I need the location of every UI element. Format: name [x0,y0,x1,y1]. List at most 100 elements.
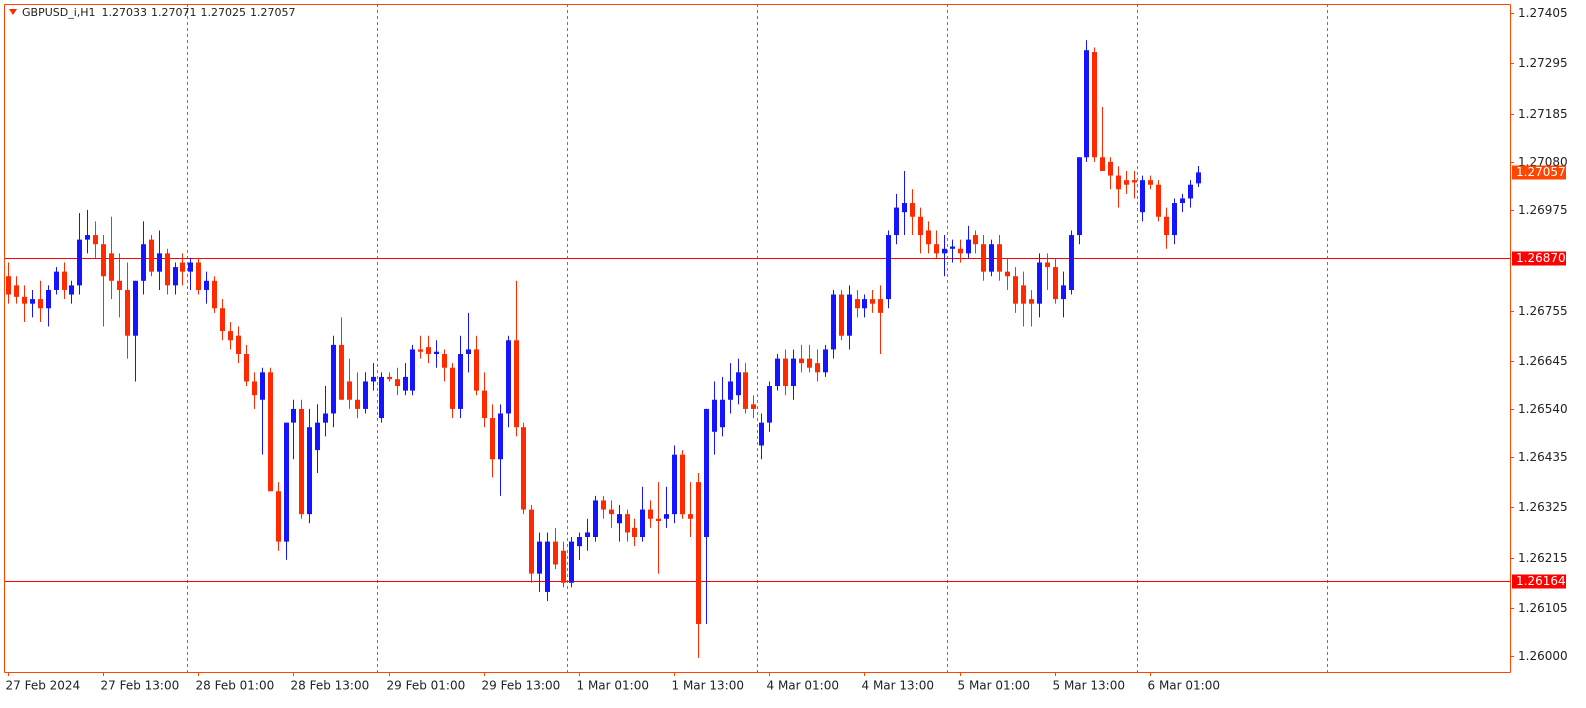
close-value: 1.27057 [250,6,296,19]
candle-body [775,358,780,387]
price-tag-label: 1.26870 [1516,251,1566,265]
y-tick-label: 1.26105 [1518,601,1568,615]
price-tag-label: 1.26164 [1516,574,1566,588]
y-tick-label: 1.26000 [1518,649,1568,663]
candle-body [1140,180,1145,213]
candle-body [1005,271,1010,277]
x-tick-label: 5 Mar 13:00 [1053,679,1126,693]
candle-body [339,344,344,400]
candle-body [331,344,336,414]
candle-body [363,381,368,409]
candle-body [981,244,986,272]
candle-body [973,235,978,245]
candle-body [1156,184,1161,217]
plot-area [4,40,1510,658]
candle-body [387,376,392,380]
candle-body [1069,235,1074,290]
y-tick-label: 1.27405 [1518,6,1568,20]
candle-body [1124,180,1129,185]
candle-body [236,335,241,355]
candle-body [14,285,19,297]
candle-body [759,422,764,446]
candle-body [30,299,35,304]
x-tick-label: 4 Mar 01:00 [767,679,840,693]
candle-body [815,363,820,373]
candle-body [188,262,193,272]
candle-body [85,235,90,240]
candle-body [672,454,677,515]
candle-body [609,509,614,515]
candle-body [307,427,312,515]
candle-body [862,299,867,309]
candle-body [418,349,423,352]
candle-body [1077,157,1082,236]
menu-triangle[interactable] [9,9,17,15]
current-price-label: 1.27057 [1516,165,1566,179]
candle-body [1092,52,1097,158]
candle-body [1164,216,1169,236]
candle-body [474,349,479,391]
axes: 1.274051.272951.271851.270801.269751.267… [6,6,1568,693]
candle-body [918,216,923,236]
candle-body [736,372,741,396]
candle-body [839,294,844,336]
candle-body [466,349,471,355]
chart-header: GBPUSD_i,H1 1.27033 1.27071 1.27025 1.27057 [22,6,296,19]
candle-body [569,541,574,583]
candle-body [601,500,606,510]
candle-body [1180,198,1185,204]
candle-body [252,381,257,396]
candle-body [196,262,201,290]
candle-body [704,408,709,538]
candle-body [323,413,328,423]
candle-body [886,235,891,300]
candle-body [125,289,130,336]
candle-body [743,372,748,409]
price-tag [1512,574,1566,589]
x-tick-label: 28 Feb 13:00 [291,679,370,693]
candle-body [958,248,963,254]
candle-body [498,413,503,460]
candle-body [93,235,98,245]
candle-body [482,390,487,419]
y-tick-label: 1.26435 [1518,450,1568,464]
candle-body [751,404,756,409]
candle-body [212,280,217,309]
candle-body [529,509,534,574]
candle-body [1116,175,1121,190]
candle-body [617,514,622,524]
x-tick-label: 29 Feb 01:00 [387,679,466,693]
candle-body [577,537,582,547]
candle-body [1045,262,1050,268]
candle-body [291,408,296,423]
x-tick-label: 27 Feb 2024 [6,679,81,693]
candle-body [109,253,114,281]
candle-body [553,541,558,565]
candle-body [299,408,304,515]
candle-body [260,372,265,400]
candle-body [767,386,772,423]
y-tick-label: 1.27185 [1518,107,1568,121]
candle-body [831,294,836,350]
candle-body [1084,50,1089,158]
candle-body [157,253,162,272]
candle-body [680,454,685,515]
candle-body [506,340,511,414]
candle-body [640,509,645,538]
candle-body [799,358,804,364]
y-tick-label: 1.26540 [1518,402,1568,416]
x-tick-label: 4 Mar 13:00 [862,679,935,693]
candle-body [284,422,289,542]
candle-body [1061,285,1066,300]
candle-body [6,276,11,295]
candle-body [442,354,447,368]
candle-body [926,230,931,245]
candle-body [490,418,495,460]
candle-body [133,280,138,336]
candle-body [1037,262,1042,304]
high-value: 1.27071 [151,6,197,19]
candle-body [276,491,281,542]
x-tick-label: 28 Feb 01:00 [196,679,275,693]
candle-body [585,532,590,538]
